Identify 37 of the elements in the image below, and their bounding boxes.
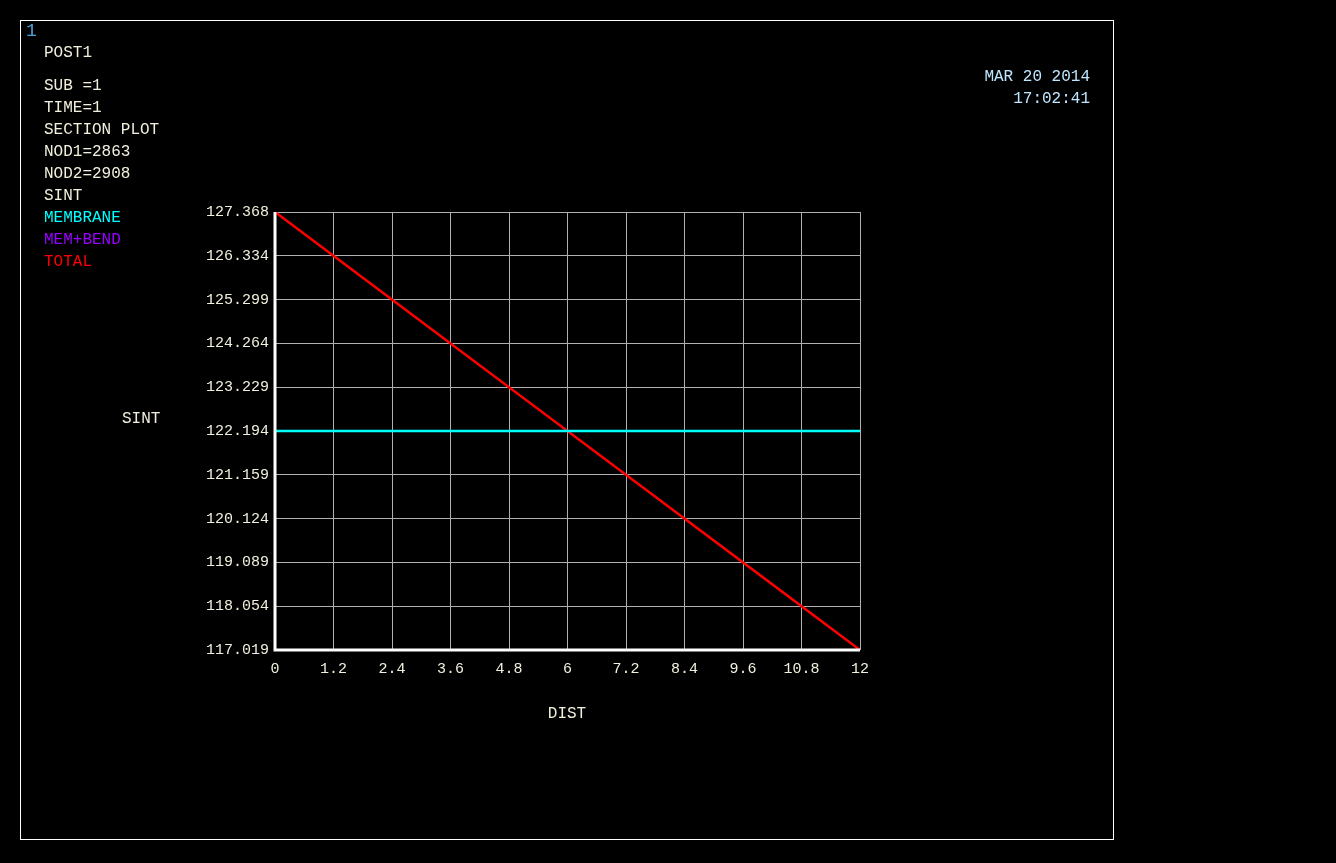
y-tick-label: 120.124 xyxy=(205,510,269,528)
y-tick-label: 119.089 xyxy=(205,554,269,572)
x-tick-label: 6 xyxy=(562,661,573,679)
x-tick-label: 7.2 xyxy=(612,661,640,679)
text: MEMBRANE xyxy=(44,208,121,229)
text: SECTION PLOT xyxy=(44,120,160,141)
legend-title: SINT xyxy=(44,186,83,207)
x-tick-label: 2.4 xyxy=(378,661,406,679)
text: TOTAL xyxy=(44,252,93,273)
x-tick-label: 10.8 xyxy=(783,661,820,679)
legend-label: MEM+BEND xyxy=(44,230,121,251)
y-tick-label: 124.264 xyxy=(205,335,269,353)
x-tick-label: 4.8 xyxy=(495,661,523,679)
x-tick-label: 3.6 xyxy=(436,661,465,679)
text: POST1 xyxy=(44,43,93,64)
x-tick-label: 9.6 xyxy=(729,661,757,679)
y-tick-label: 121.159 xyxy=(205,466,269,484)
text: MAR 20 2014 xyxy=(984,67,1090,88)
text: 17:02:41 xyxy=(1013,89,1090,110)
x-tick-label: 1.2 xyxy=(319,661,348,679)
y-tick-label: 125.299 xyxy=(205,291,269,309)
y-tick-label: 118.054 xyxy=(205,598,269,616)
text: 1 xyxy=(26,20,37,42)
y-tick-label: 127.368 xyxy=(205,203,269,221)
x-tick-label: 12 xyxy=(850,661,870,679)
y-tick-label: 126.334 xyxy=(205,247,269,265)
y-axis-title: SINT xyxy=(122,409,161,430)
x-tick-label: 8.4 xyxy=(670,661,699,679)
x-tick-label: 0 xyxy=(270,661,280,679)
y-tick-label: 117.019 xyxy=(205,641,269,659)
text: SUB =1 xyxy=(44,76,102,97)
text: NOD1=2863 xyxy=(44,142,131,163)
y-tick-label: 122.194 xyxy=(205,422,269,440)
text: TIME=1 xyxy=(44,98,102,119)
x-axis-title: DIST xyxy=(547,704,587,725)
y-tick-label: 123.229 xyxy=(205,379,269,397)
text: NOD2=2908 xyxy=(44,164,131,185)
